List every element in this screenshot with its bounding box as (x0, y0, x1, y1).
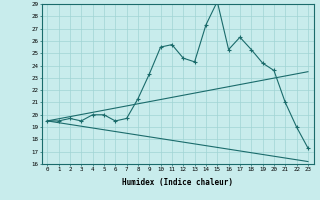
X-axis label: Humidex (Indice chaleur): Humidex (Indice chaleur) (122, 178, 233, 187)
